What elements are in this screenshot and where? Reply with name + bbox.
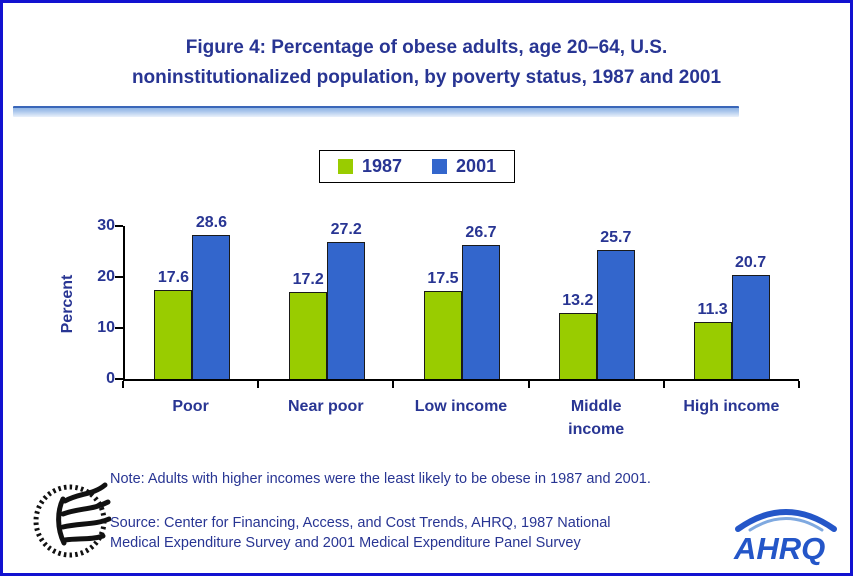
bar-1987: 17.6 [154, 269, 193, 379]
bar-value-label: 17.6 [157, 269, 189, 287]
source-text: Source: Center for Financing, Access, an… [110, 513, 611, 553]
x-tick-mark [392, 381, 395, 388]
bar-value-label: 20.7 [735, 253, 767, 271]
y-tick-mark [115, 276, 123, 278]
figure-title-line2: noninstitutionalized population, by pove… [131, 67, 722, 88]
x-axis-category-labels: Poor Near poor Low income Middle income High… [123, 395, 799, 441]
bar-1987: 13.2 [558, 292, 597, 379]
bar-group: 17.5 26.7 [395, 224, 530, 379]
bar-chart-plot-area: 17.6 28.6 17.2 27.2 17.5 26.7 13.2 25.7 11.3 20.7 [123, 214, 799, 381]
x-axis-label: High income [683, 398, 780, 415]
legend-item-2001: 2001 [432, 156, 496, 177]
x-axis-label: Middle income [568, 398, 625, 438]
bar-group: 11.3 20.7 [664, 226, 799, 379]
bar-value-label: 27.2 [330, 221, 362, 239]
bar-group: 13.2 25.7 [529, 226, 664, 379]
bar-1987: 11.3 [693, 301, 732, 379]
x-tick-mark [798, 381, 800, 388]
bar-group: 17.6 28.6 [125, 214, 260, 379]
y-tick-mark [115, 225, 123, 227]
y-tick-mark [115, 327, 123, 329]
y-tick-mark [115, 378, 123, 380]
x-tick-mark [527, 381, 530, 388]
ahrq-logo-text: AHRQ [733, 531, 825, 566]
x-axis-label: Near poor [287, 398, 364, 415]
bar-2001: 27.2 [327, 221, 366, 379]
bar-2001: 26.7 [461, 224, 500, 379]
bar-value-label: 26.7 [465, 223, 497, 241]
x-tick-mark [257, 381, 260, 388]
legend-label-1987: 1987 [362, 156, 403, 176]
bar-2001: 25.7 [596, 229, 635, 379]
y-axis-title: Percent [59, 274, 76, 334]
y-tick-label: 30 [97, 217, 115, 234]
bar-value-label: 25.7 [600, 228, 632, 246]
legend-label-2001: 2001 [456, 156, 497, 176]
bar-1987: 17.2 [289, 271, 328, 379]
bar-value-label: 17.5 [427, 269, 459, 287]
source-line1: Source: Center for Financing, Access, an… [110, 515, 611, 531]
bar-1987: 17.5 [423, 270, 462, 379]
bar-2001: 20.7 [731, 254, 770, 379]
title-divider-rule [13, 106, 739, 117]
bar-2001: 28.6 [192, 214, 231, 379]
source-line2: Medical Expenditure Survey and 2001 Medi… [110, 535, 581, 551]
y-tick-label: 10 [97, 319, 115, 336]
legend-swatch-2001 [432, 159, 448, 174]
legend-swatch-1987 [338, 159, 353, 174]
y-tick-label: 0 [106, 370, 115, 387]
hhs-eagle-logo [33, 482, 111, 558]
figure-title: Figure 4: Percentage of obese adults, ag… [3, 33, 850, 93]
y-tick-label: 20 [97, 268, 115, 285]
bar-group: 17.2 27.2 [260, 221, 395, 379]
bar-value-label: 13.2 [562, 291, 594, 309]
x-tick-mark [662, 381, 665, 388]
bar-value-label: 11.3 [697, 301, 728, 319]
legend-item-1987: 1987 [338, 156, 402, 177]
x-tick-mark [122, 381, 124, 388]
chart-legend: 1987 2001 [319, 150, 516, 183]
x-axis-label: Poor [172, 398, 209, 415]
ahrq-logo: AHRQ [733, 509, 837, 566]
x-axis-label: Low income [414, 398, 508, 415]
bar-value-label: 17.2 [292, 271, 324, 289]
note-text: Note: Adults with higher incomes were th… [110, 471, 651, 487]
bar-value-label: 28.6 [195, 214, 227, 232]
figure-title-line1: Figure 4: Percentage of obese adults, ag… [185, 37, 668, 58]
